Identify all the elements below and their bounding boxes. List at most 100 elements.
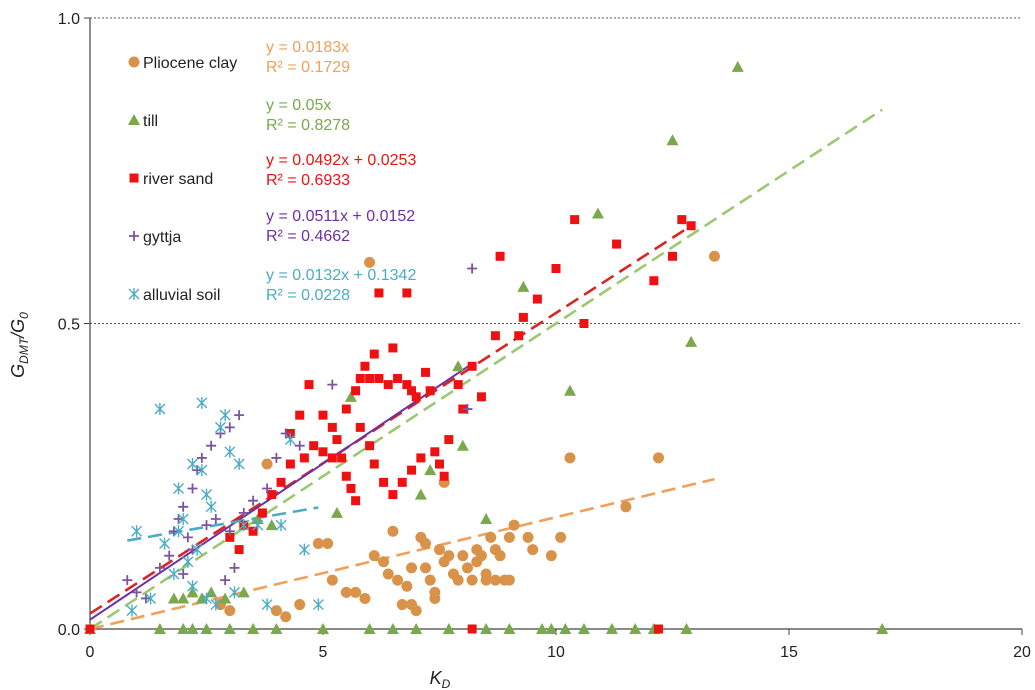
data-point <box>559 623 572 634</box>
data-point <box>337 453 347 463</box>
data-point <box>229 562 240 573</box>
data-point <box>228 586 240 599</box>
trendline-r2: R² = 0.8278 <box>266 117 350 134</box>
legend-label: Pliocene clay <box>143 55 237 72</box>
data-point <box>452 360 465 372</box>
data-point <box>494 550 506 562</box>
data-point <box>322 537 334 549</box>
legend-marker <box>128 56 140 68</box>
data-point <box>210 514 221 525</box>
data-point <box>205 500 217 513</box>
data-point <box>173 482 185 495</box>
data-point <box>424 574 436 586</box>
data-point <box>378 556 390 568</box>
data-point <box>387 525 399 537</box>
data-point <box>224 526 235 537</box>
data-point <box>191 543 203 556</box>
data-point <box>200 623 213 634</box>
trendline <box>89 108 883 631</box>
data-point <box>196 464 208 477</box>
data-point <box>341 404 351 414</box>
data-point <box>234 545 244 555</box>
data-point <box>420 537 432 549</box>
data-point <box>649 276 659 286</box>
data-point <box>159 537 171 550</box>
data-point <box>346 483 356 493</box>
data-point <box>406 562 418 574</box>
data-point <box>327 422 337 432</box>
data-point <box>341 471 351 481</box>
data-point <box>178 569 189 580</box>
data-point <box>330 506 343 518</box>
data-point <box>363 623 376 634</box>
y-tick-label: 0.5 <box>58 317 80 334</box>
data-point <box>223 623 236 634</box>
legend-label: alluvial soil <box>143 287 220 304</box>
data-point <box>187 458 199 471</box>
data-point <box>262 483 273 494</box>
data-point <box>85 624 95 634</box>
data-point <box>140 593 151 604</box>
data-point <box>545 623 558 634</box>
data-point <box>182 532 193 543</box>
data-point <box>294 599 306 611</box>
trendline <box>89 362 473 621</box>
data-point <box>270 605 282 617</box>
data-point <box>219 409 231 422</box>
data-point <box>476 392 486 402</box>
data-point <box>532 294 542 304</box>
trendline <box>127 506 319 542</box>
data-point <box>312 598 324 611</box>
data-point <box>383 380 393 390</box>
data-point <box>201 488 212 501</box>
data-point <box>527 544 539 556</box>
legend-label: river sand <box>143 171 213 188</box>
data-point <box>220 575 231 586</box>
data-point <box>364 256 376 268</box>
data-point <box>591 207 604 219</box>
data-point <box>355 373 365 383</box>
data-point <box>480 623 493 634</box>
data-point <box>187 580 199 593</box>
data-point <box>351 386 361 396</box>
data-point <box>680 623 693 634</box>
data-point <box>224 605 236 617</box>
trendline-equation: y = 0.0511x + 0.0152 <box>266 208 415 225</box>
data-point <box>122 575 133 586</box>
data-point <box>168 568 180 581</box>
data-point <box>503 623 516 634</box>
data-point <box>318 447 328 457</box>
data-point <box>196 452 207 463</box>
data-point <box>177 623 190 634</box>
data-point <box>668 251 677 261</box>
data-point <box>374 373 384 383</box>
data-point <box>416 453 426 463</box>
data-point <box>154 403 166 416</box>
data-point <box>284 433 296 446</box>
trendline-r2: R² = 0.6933 <box>266 172 350 189</box>
legend-marker <box>128 288 140 300</box>
legend: Pliocene clay y = 0.0183x R² = 0.1729 till y… <box>128 39 416 304</box>
data-point <box>247 623 260 634</box>
data-point <box>131 587 142 598</box>
data-point <box>654 624 664 634</box>
data-point <box>248 526 258 536</box>
data-point <box>360 361 370 371</box>
data-point <box>304 380 314 390</box>
data-point <box>267 490 277 500</box>
data-point <box>318 410 328 420</box>
trendline-equation: y = 0.0183x <box>266 39 349 56</box>
data-point <box>401 580 413 592</box>
data-point <box>164 550 175 561</box>
trendline-r2: R² = 0.4662 <box>266 228 350 245</box>
data-point <box>612 239 622 249</box>
data-point <box>233 458 245 471</box>
data-point <box>421 367 431 377</box>
data-point <box>326 574 338 586</box>
data-point <box>518 312 528 322</box>
data-point <box>490 331 500 341</box>
y-tick-label: 1.0 <box>58 11 80 28</box>
data-point <box>485 531 497 543</box>
data-point <box>205 586 218 598</box>
